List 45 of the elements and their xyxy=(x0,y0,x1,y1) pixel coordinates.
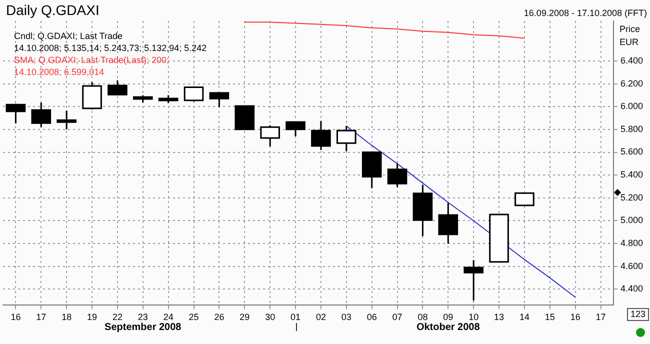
x-tick-label: 29 xyxy=(240,312,250,322)
x-tick-label: 26 xyxy=(214,312,224,322)
y-tick-label: 6.400 xyxy=(620,55,644,66)
text: SMA; Q.GDAXI; Last Trade(Last); 200; xyxy=(14,55,170,65)
annotation: 14.10.2008; 6.599,014 xyxy=(14,67,104,77)
x-tick-label: 23 xyxy=(138,312,148,322)
x-tick-label: 01 xyxy=(290,312,301,322)
annotation: Cndl; Q.GDAXI; Last Trade xyxy=(14,31,123,41)
x-tick-label: 14 xyxy=(519,312,530,322)
y-tick-label: 6.200 xyxy=(620,78,644,88)
x-tick-label: 15 xyxy=(544,312,555,322)
y-tick-label: 5.000 xyxy=(620,215,644,226)
chart-title: Daily Q.GDAXI xyxy=(6,2,100,18)
x-tick-label: 17 xyxy=(596,312,606,322)
y-tick-label: 5.200 xyxy=(620,192,644,202)
x-tick-label: 08 xyxy=(418,312,428,322)
y-tick-label: 5.800 xyxy=(620,124,644,134)
x-tick-label: 09 xyxy=(443,312,454,322)
x-tick-label: 18 xyxy=(62,312,72,322)
x-tick-label: 16 xyxy=(570,312,580,322)
y-axis-title: Price EUR xyxy=(619,23,641,49)
text: 123 xyxy=(627,308,648,322)
x-tick-label: 03 xyxy=(341,312,352,322)
x-tick-label: 30 xyxy=(265,312,276,322)
x-tick-label: 22 xyxy=(112,312,122,322)
x-tick-label: 02 xyxy=(316,312,326,322)
text: Oktober 2008 xyxy=(416,322,480,334)
y-tick-label: 5.400 xyxy=(620,170,644,180)
x-tick-label: 17 xyxy=(36,312,46,322)
x-tick-label: 07 xyxy=(392,312,402,322)
text: September 2008 xyxy=(104,322,182,334)
annotation: 14.10.2008; 5.135,14; 5.243,73; 5.132,94; 5.242 xyxy=(14,43,207,53)
y-tick-label: 5.600 xyxy=(620,146,644,157)
y-tick-label: 6.000 xyxy=(620,101,644,112)
x-tick-label: 10 xyxy=(468,312,479,322)
x-tick-label: 19 xyxy=(87,312,98,322)
x-tick-label: 06 xyxy=(366,312,377,322)
x-tick-label: 16 xyxy=(10,312,21,322)
x-tick-label: 24 xyxy=(163,312,174,322)
x-tick-label: 25 xyxy=(188,312,199,322)
y-tick-label: 4.600 xyxy=(620,260,644,271)
y-tick-label: 4.400 xyxy=(620,284,644,294)
x-tick-label: 13 xyxy=(494,312,504,322)
chart-subtitle: 16.09.2008 - 17.10.2008 (FFT) xyxy=(524,8,647,18)
y-tick-label: 4.800 xyxy=(620,238,644,248)
